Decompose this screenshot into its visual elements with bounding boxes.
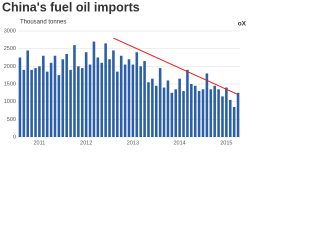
bar [69, 69, 72, 137]
bar [166, 80, 170, 137]
x-tick-label: 2015 [220, 140, 232, 146]
bar [84, 52, 88, 138]
chart-subtitle: Thousand tonnes [20, 20, 66, 26]
bar [65, 53, 68, 137]
bar [38, 66, 41, 137]
bar [104, 43, 107, 137]
x-tick-label: 2014 [174, 140, 186, 146]
bar [151, 78, 154, 137]
bar [135, 52, 139, 138]
y-tick-label: 1000 [4, 99, 16, 105]
y-tick-label: 3000 [4, 28, 16, 34]
bar [221, 96, 224, 137]
y-tick-label: 1500 [4, 81, 16, 87]
x-tick-label: 2013 [127, 140, 139, 146]
chart-title: China's fuel oil imports [2, 0, 140, 14]
bar [45, 71, 49, 137]
y-tick-label: 2500 [4, 46, 16, 52]
chart: China's fuel oil imports Thousand tonnes… [2, 0, 247, 146]
bar [162, 87, 166, 137]
bar [182, 91, 185, 137]
bar [96, 57, 100, 137]
bar [42, 55, 45, 137]
bar [49, 62, 53, 137]
bar [236, 92, 240, 137]
bar [193, 85, 197, 137]
y-tick-label: 500 [7, 117, 16, 123]
bar [174, 89, 178, 137]
bar [225, 87, 228, 137]
y-tick-label: 2000 [4, 64, 16, 70]
bar [139, 66, 142, 137]
bar [73, 45, 76, 138]
trend-line [113, 37, 239, 96]
bar [232, 106, 236, 137]
bar [178, 78, 181, 137]
bar [100, 62, 104, 137]
bar [190, 84, 193, 137]
bar [57, 75, 61, 137]
bar [22, 69, 26, 137]
bar [108, 59, 111, 138]
bar [53, 55, 57, 137]
bar [217, 89, 220, 137]
bar [158, 68, 162, 137]
bar [34, 68, 37, 137]
bar [123, 64, 127, 137]
bar [197, 91, 201, 137]
bar [26, 50, 30, 137]
bar [143, 61, 146, 137]
bar [80, 68, 84, 137]
bar [201, 89, 205, 137]
bar [154, 85, 158, 137]
bar [147, 82, 150, 137]
bar [170, 92, 174, 137]
bar [30, 69, 33, 137]
bar [119, 55, 123, 137]
bar [228, 99, 232, 137]
bar [61, 59, 65, 138]
bar [127, 59, 131, 138]
y-tick-label: 0 [13, 134, 16, 140]
bar [213, 85, 216, 137]
bar [116, 71, 119, 137]
bar [131, 64, 135, 137]
x-tick-label: 2012 [80, 140, 92, 146]
bar [88, 64, 92, 137]
x-tick-label: 2011 [34, 140, 46, 146]
bar [77, 66, 80, 137]
bar [112, 50, 115, 137]
bar [92, 41, 96, 137]
bar [186, 69, 189, 137]
bar [209, 89, 213, 137]
bar [205, 73, 209, 137]
logo: oX [238, 21, 247, 28]
bar [18, 57, 22, 137]
